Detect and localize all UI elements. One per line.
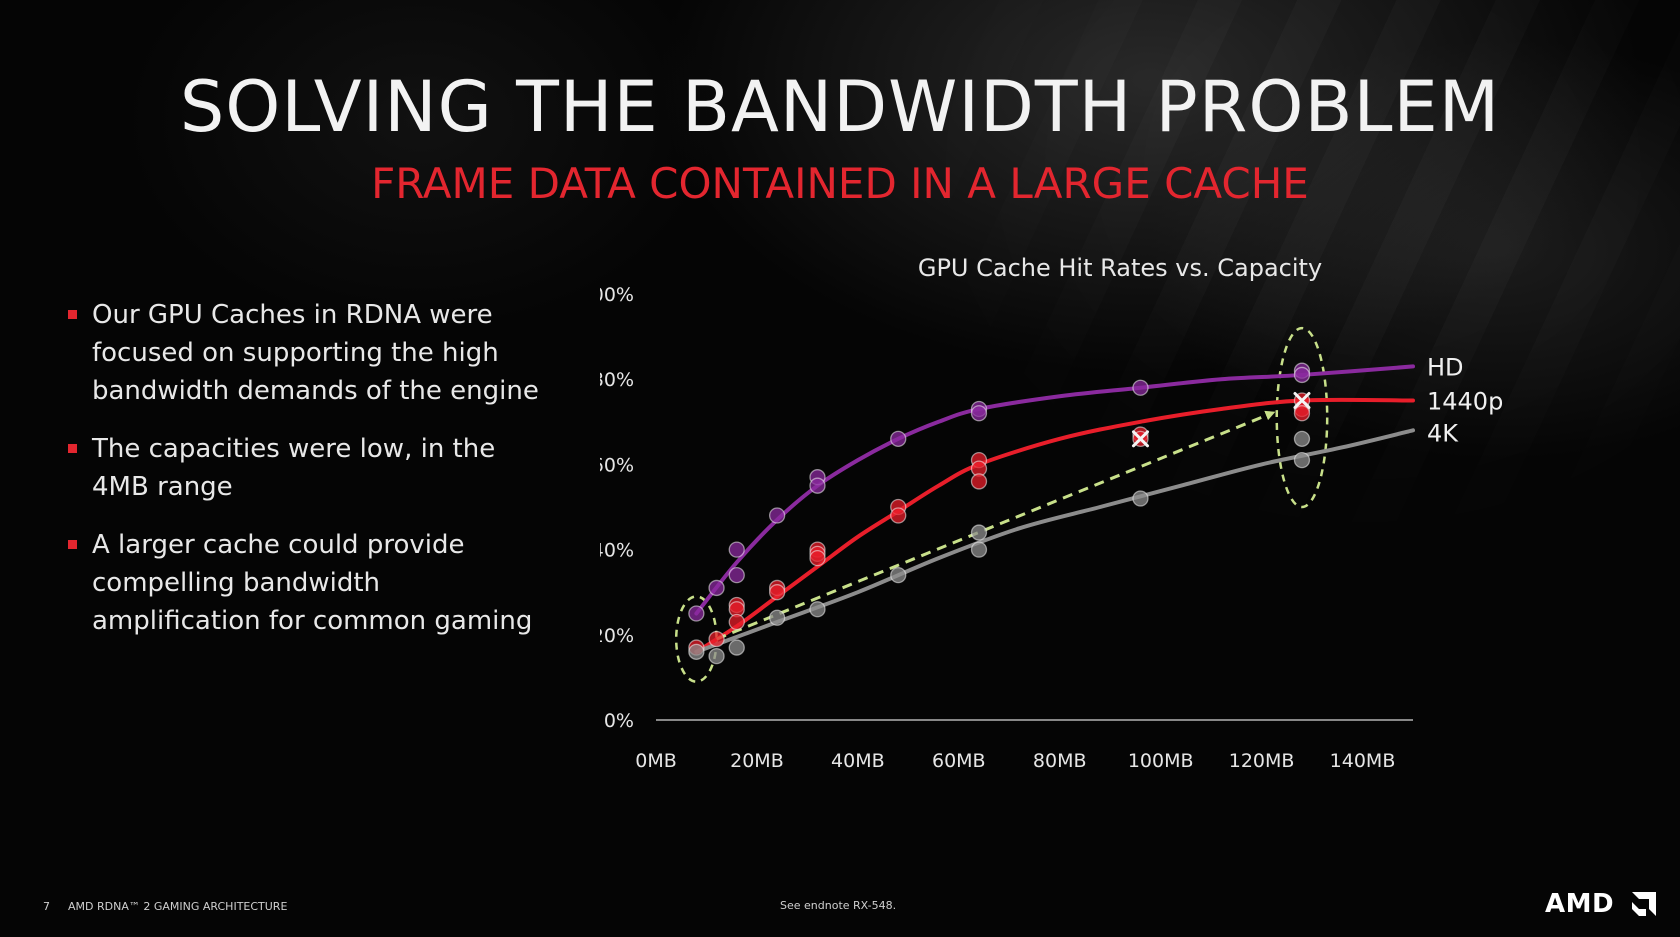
data-point-4k [1132,490,1149,507]
cache-hit-rate-chart: GPU Cache Hit Rates vs. Capacity 0% 20% 40… [600,254,1503,772]
bullet-text: A larger cache could provide compelling … [92,530,533,636]
slide-subtitle: FRAME DATA CONTAINED IN A LARGE CACHE [371,159,1309,208]
data-point-1440p [708,630,725,648]
bullet-text: Our GPU Caches in RDNA were focused on s… [92,300,539,406]
series-label-4k: 4K [1427,419,1459,447]
x-tick-label: 60MB [932,750,986,772]
y-tick-label: 100% [600,284,634,306]
data-point-hd [809,477,826,494]
data-point-4k [970,524,988,541]
x-tick-label: 80MB [1033,750,1087,772]
data-point-4k [728,639,745,656]
data-point-4k [809,601,826,618]
x-tick-label: 140MB [1330,750,1396,772]
slide-title: SOLVING THE BANDWIDTH PROBLEM [179,66,1501,148]
page-number: 7 [43,900,50,913]
bullet-square-icon [68,444,77,453]
endnote-text: See endnote RX-548. [780,899,897,912]
data-point-4k [688,643,705,660]
bullet-list: Our GPU Caches in RDNA were focused on s… [68,296,548,660]
data-point-hd [970,405,988,422]
series-label-1440p: 1440p [1427,388,1503,416]
x-tick-label: 0MB [635,750,677,772]
series-label-hd: HD [1427,353,1464,381]
y-tick-label: 0% [604,710,634,732]
data-point-1440p [809,549,826,567]
y-tick-label: 80% [600,369,634,391]
data-point-1440p [1293,405,1311,422]
data-point-hd [1132,379,1149,396]
trend-arrow [715,410,1276,641]
data-point-hd [728,541,745,558]
x-tick-label: 40MB [831,750,885,772]
x-marker [1131,430,1149,448]
y-tick-label: 20% [600,625,634,647]
y-tick-label: 60% [600,454,634,476]
data-point-hd [1293,366,1311,384]
data-point-1440p [970,473,988,490]
bullet-item: A larger cache could provide compelling … [68,526,548,640]
x-tick-label: 100MB [1128,750,1194,772]
data-point-4k [1293,451,1311,469]
bullet-item: Our GPU Caches in RDNA were focused on s… [68,296,548,410]
bullet-text: The capacities were low, in the 4MB rang… [92,434,496,502]
data-point-hd [688,605,705,622]
data-point-hd [708,579,725,597]
data-point-hd [768,507,786,524]
x-tick-label: 20MB [730,750,784,772]
data-point-4k [768,609,786,626]
chart-title: GPU Cache Hit Rates vs. Capacity [918,254,1322,282]
bullet-square-icon [68,540,77,549]
data-point-4k [1293,430,1311,447]
data-point-1440p [728,613,745,631]
bullet-square-icon [68,310,77,319]
amd-logo: AMD [1545,889,1615,919]
data-point-1440p [768,584,786,601]
footer-text: AMD RDNA™ 2 GAMING ARCHITECTURE [68,900,288,913]
data-point-4k [708,647,725,665]
bullet-item: The capacities were low, in the 4MB rang… [68,430,548,506]
background-texture [900,0,1680,560]
data-point-hd [728,567,745,584]
x-marker [1293,392,1311,409]
data-point-hd [890,430,907,447]
data-point-4k [970,541,988,558]
data-point-1440p [890,507,907,524]
data-point-4k [890,567,907,584]
x-tick-label: 120MB [1229,750,1295,772]
amd-arrow-logo-icon [1632,892,1656,916]
y-tick-label: 40% [600,540,634,562]
